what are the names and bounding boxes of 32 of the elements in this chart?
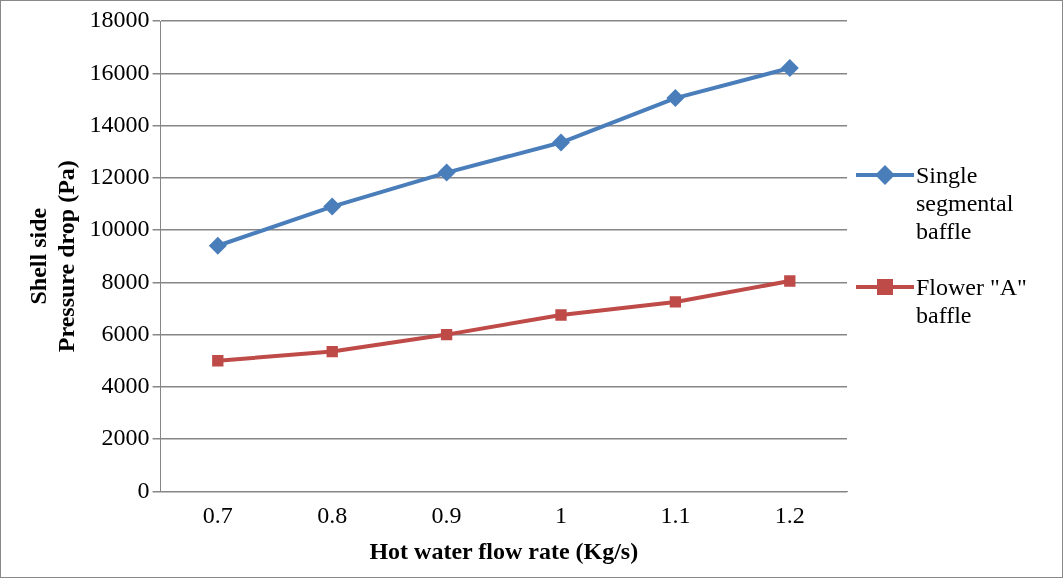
point [208,236,227,255]
point [440,328,453,341]
y-tick-label: 18000 [89,6,150,33]
point [669,296,682,308]
point [780,59,799,78]
y-tick-label: 4000 [101,372,150,399]
y-tick-label: 8000 [101,267,150,294]
legend-label: Single segmental baffle [916,161,1015,245]
point [326,345,338,358]
y-tick-label: 12000 [89,163,150,190]
legend-label: Flower "A" baffle [916,273,1028,329]
point [666,89,685,108]
y-tick-label: 2000 [101,424,150,451]
y-tick-label: 0 [137,476,150,503]
point [212,355,224,367]
y-tick-label: 6000 [101,319,150,346]
x-tick-label: 1 [555,502,567,529]
point [552,133,570,152]
point [437,163,456,182]
x-tick-label: 1.2 [774,502,805,529]
y-tick-label: 10000 [89,215,150,242]
point [555,309,567,321]
y-axis-title: Shell side Pressure drop (Pa) [24,160,80,353]
x-tick-label: 0.9 [431,502,462,529]
x-tick-label: 1.1 [660,502,691,529]
y-tick-label: 14000 [89,110,150,137]
x-tick-label: 0.8 [317,502,348,529]
point [784,275,796,287]
y-tick-label: 16000 [89,58,150,85]
point [323,197,342,216]
x-axis-title: Hot water flow rate (Kg/s) [369,537,639,564]
x-tick-label: 0.7 [202,502,233,529]
